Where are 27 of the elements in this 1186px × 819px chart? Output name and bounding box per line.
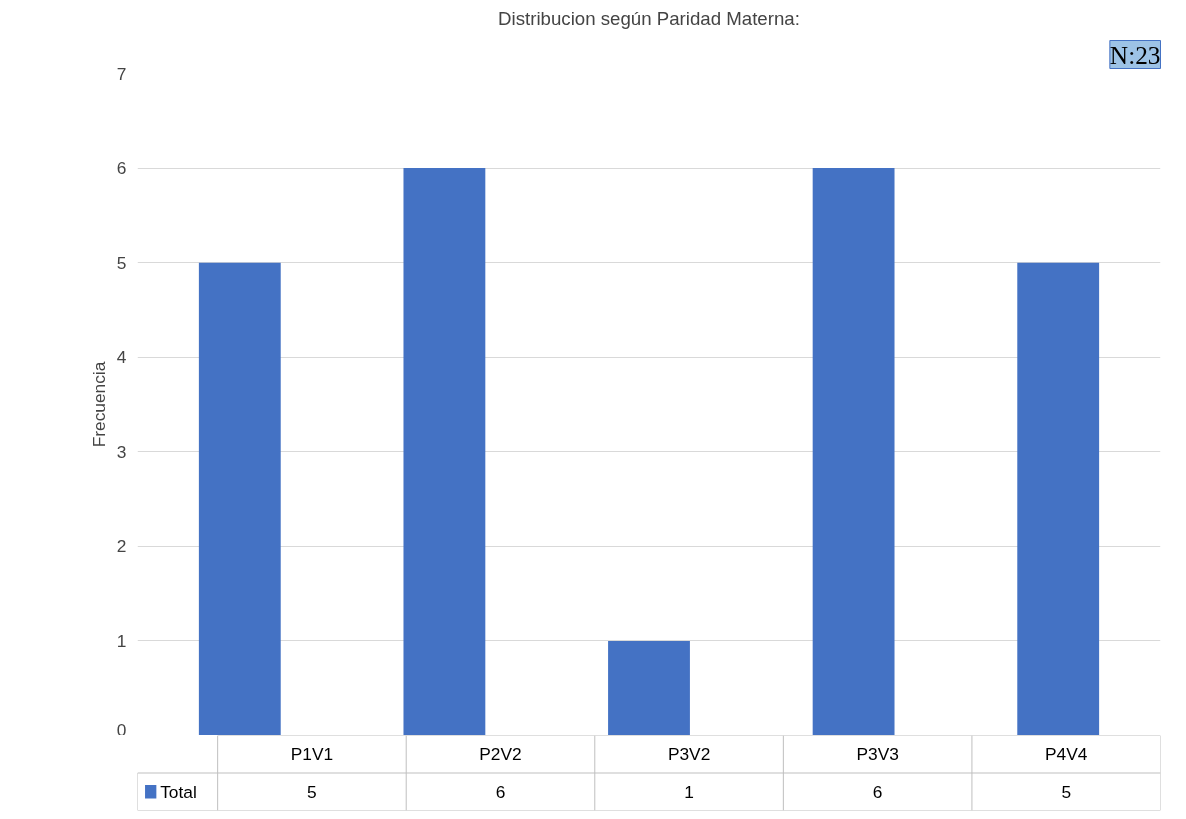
chart-title: Distribucion según Paridad Materna: [498, 7, 800, 29]
y-axis-title: Frecuencia [88, 361, 109, 448]
x-tick-label: P3V3 [856, 744, 899, 765]
x-tick-label: P1V1 [290, 744, 334, 765]
data-label: 5 [1061, 781, 1072, 802]
y-tick-label: 5 [116, 252, 127, 273]
text: N:23 [1109, 40, 1161, 69]
y-tick-label: 0 [116, 719, 127, 740]
bar [198, 262, 281, 735]
y-tick-label: 4 [116, 347, 127, 368]
bar [403, 168, 486, 735]
data-label: 6 [495, 781, 506, 802]
legend-label: Total [160, 781, 197, 802]
bar [608, 640, 690, 735]
data-label: 6 [872, 781, 883, 802]
x-tick-label: P4V4 [1045, 744, 1088, 765]
x-tick-label: P3V2 [667, 744, 711, 765]
y-tick-label: 1 [116, 630, 127, 651]
y-tick-label: 2 [116, 536, 127, 557]
data-label: 5 [307, 781, 317, 802]
x-tick-label: P2V2 [479, 744, 522, 765]
bar [1017, 262, 1100, 735]
y-tick-label: 6 [116, 158, 127, 179]
y-tick-label: 7 [116, 63, 127, 84]
bar [812, 168, 895, 735]
data-label: 1 [684, 781, 694, 802]
y-tick-label: 3 [116, 441, 127, 462]
